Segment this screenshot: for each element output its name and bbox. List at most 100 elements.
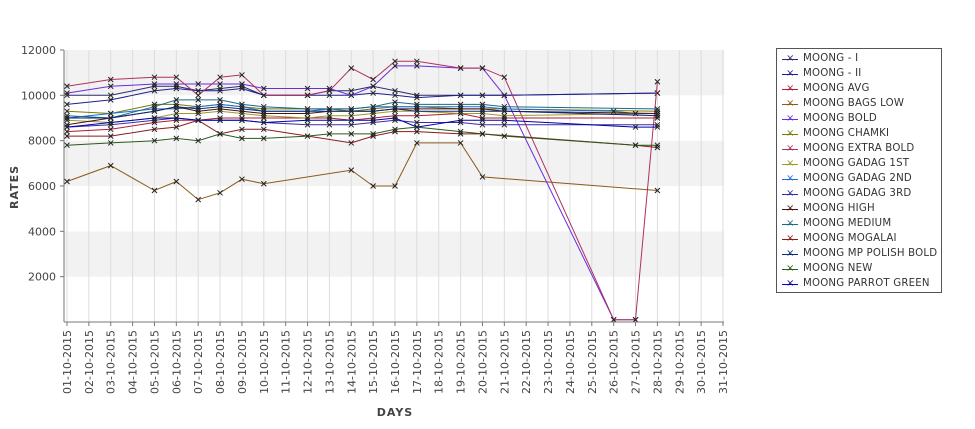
- data-point: [260, 119, 267, 126]
- data-point: [414, 119, 420, 126]
- data-point: [501, 92, 508, 99]
- data-point: [654, 121, 661, 128]
- data-point: [239, 176, 245, 183]
- y-tick-label: 4000: [28, 225, 56, 238]
- data-point: [151, 103, 158, 110]
- data-point: [414, 101, 420, 108]
- data-point: [217, 117, 223, 124]
- data-point: [457, 110, 464, 117]
- legend-swatch: ×: [781, 98, 799, 109]
- data-point: [195, 108, 202, 115]
- legend-swatch: ×: [781, 113, 799, 124]
- legend-label: MOONG CHAMKI: [803, 128, 890, 139]
- series-line: [66, 87, 658, 105]
- data-point: [173, 74, 180, 81]
- data-point: [326, 87, 333, 94]
- data-point: [64, 117, 70, 124]
- data-point: [370, 108, 376, 115]
- data-point: [151, 83, 158, 90]
- data-point: [217, 101, 223, 108]
- series-line: [66, 60, 658, 321]
- legend-marker-icon: ×: [786, 157, 795, 169]
- series-moong-mp-polish-bold: [64, 103, 661, 121]
- y-tick-label: 2000: [28, 271, 56, 284]
- legend-item: × MOONG MEDIUM: [781, 216, 941, 231]
- data-point: [479, 92, 486, 99]
- data-point: [260, 115, 267, 121]
- x-tick-label: 24-10-2015: [564, 330, 577, 394]
- data-point: [326, 112, 333, 119]
- data-point: [457, 140, 464, 146]
- series-line: [66, 99, 658, 119]
- data-point: [64, 124, 70, 130]
- data-point: [501, 74, 508, 81]
- x-tick-label: 30-10-2015: [695, 330, 708, 394]
- data-point: [392, 106, 398, 112]
- x-tick-label: 15-10-2015: [367, 330, 380, 394]
- data-point: [654, 187, 661, 194]
- data-point: [195, 137, 202, 144]
- data-point: [457, 92, 464, 99]
- data-point: [348, 108, 355, 115]
- grid-band: [64, 140, 724, 186]
- legend-label: MOONG BOLD: [803, 113, 877, 124]
- legend-swatch: ×: [781, 143, 799, 154]
- data-point: [457, 65, 464, 71]
- legend-marker-icon: ×: [786, 187, 795, 199]
- data-point: [414, 140, 420, 146]
- data-point: [370, 131, 376, 137]
- data-point: [260, 92, 267, 99]
- data-point: [457, 101, 464, 108]
- data-point: [173, 101, 180, 108]
- data-point: [217, 189, 223, 196]
- x-tick-label: 28-10-2015: [651, 330, 664, 394]
- data-point: [107, 110, 114, 117]
- data-point: [414, 112, 420, 119]
- data-point: [392, 92, 398, 99]
- y-tick-label: 12000: [21, 44, 56, 57]
- y-axis-title: RATES: [8, 165, 21, 209]
- data-point: [479, 108, 486, 115]
- data-point: [370, 119, 376, 126]
- series-moong-parrot-green: [64, 115, 661, 130]
- data-point: [151, 108, 158, 115]
- data-point: [392, 87, 398, 94]
- data-point: [326, 117, 333, 124]
- data-point: [348, 117, 355, 124]
- legend-marker-icon: ×: [786, 202, 795, 214]
- data-point: [348, 112, 355, 119]
- data-point: [107, 97, 114, 103]
- legend-swatch: ×: [781, 53, 799, 64]
- data-point: [501, 115, 508, 121]
- data-point: [107, 133, 114, 139]
- data-point: [479, 110, 486, 117]
- data-point: [173, 135, 180, 142]
- x-tick-label: 07-10-2015: [192, 330, 205, 394]
- legend-swatch: ×: [781, 218, 799, 229]
- x-tick-label: 01-10-2015: [61, 330, 74, 394]
- data-point: [173, 83, 180, 90]
- data-point: [260, 110, 267, 117]
- legend-item: × MOONG HIGH: [781, 201, 941, 216]
- x-tick-label: 06-10-2015: [170, 330, 183, 394]
- data-point: [239, 117, 245, 124]
- data-point: [326, 92, 333, 99]
- legend-marker-icon: ×: [786, 232, 795, 244]
- data-point: [195, 196, 202, 203]
- data-point: [217, 115, 223, 121]
- data-point: [173, 124, 180, 130]
- legend-label: MOONG GADAG 2ND: [803, 173, 912, 184]
- data-point: [654, 124, 661, 130]
- data-point: [370, 90, 376, 96]
- legend-item: × MOONG - II: [781, 66, 941, 81]
- data-point: [479, 117, 486, 124]
- data-point: [151, 87, 158, 94]
- data-point: [304, 108, 311, 115]
- legend-item: × MOONG BOLD: [781, 111, 941, 126]
- legend-marker-icon: ×: [786, 127, 795, 139]
- series-line: [66, 112, 658, 133]
- data-point: [260, 126, 267, 133]
- data-point: [239, 135, 245, 142]
- x-tick-label: 27-10-2015: [630, 330, 643, 394]
- data-point: [348, 106, 355, 112]
